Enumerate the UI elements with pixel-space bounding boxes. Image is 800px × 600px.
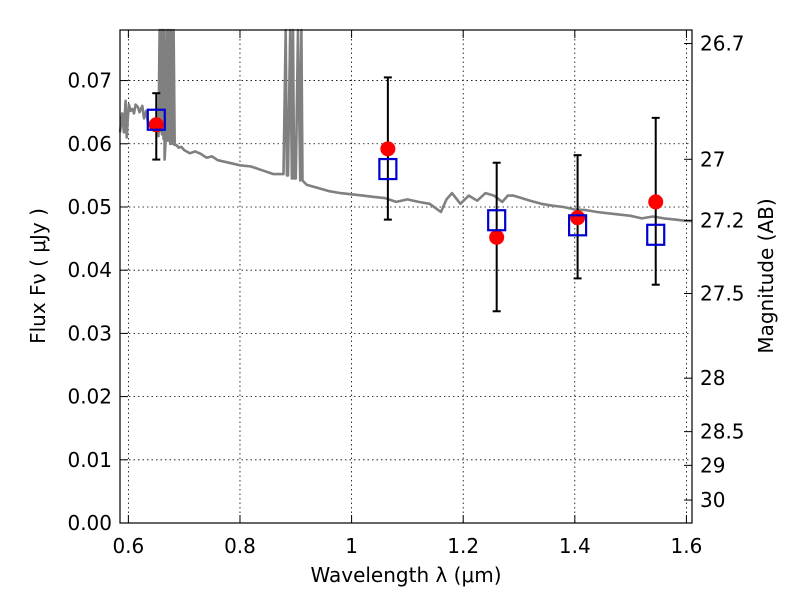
y-tick-label: 0.03 [67,321,112,345]
right-tick-label: 27 [700,147,725,171]
x-tick-label: 1 [345,534,358,558]
observed-point [489,229,505,245]
right-tick-label: 29 [700,453,725,477]
y-tick-label: 0.00 [67,511,112,535]
y-axis-label: Flux Fν ( μJy ) [26,208,50,344]
observed-point [570,210,586,226]
error-bars [152,76,660,313]
grid-lines [120,30,692,524]
model-square [146,108,166,131]
right-tick-label: 27.2 [700,208,745,232]
y-tick-label: 0.05 [67,195,112,219]
y-tick-label: 0.02 [67,385,112,409]
observed-point [148,117,164,133]
right-tick-label: 26.7 [700,32,745,56]
axis-ticks [120,30,692,524]
right-tick-label: 27.5 [700,282,745,306]
right-tick-label: 28.5 [700,420,745,444]
y-tick-label: 0.06 [67,132,112,156]
tick-labels: 0.6 0.8 1 1.2 1.4 1.6 0.00 0.01 0.02 0.03 0.04 0.05… [67,32,744,558]
model-square [378,157,398,181]
observed-points [148,117,664,245]
y-tick-label: 0.04 [67,258,112,282]
model-squares [146,108,666,246]
y-tick-label: 0.01 [67,448,112,472]
x-tick-label: 0.6 [112,534,144,558]
model-square [646,223,666,246]
y-tick-label: 0.07 [67,69,112,93]
spectrum-line [118,28,692,223]
right-tick-label: 28 [700,366,725,390]
x-tick-label: 1.6 [671,534,703,558]
model-square [567,214,588,237]
x-tick-label: 1.2 [447,534,479,558]
x-axis-label: Wavelength λ (μm) [310,563,501,587]
right-axis-label: Magnitude (AB) [754,198,778,353]
right-tick-label: 30 [700,488,725,512]
observed-point [380,141,396,157]
plot-frame [119,29,693,524]
x-tick-label: 0.8 [224,534,256,558]
x-tick-label: 1.4 [559,534,591,558]
model-square [487,209,507,232]
spectrum-series [118,28,692,223]
observed-point [648,194,664,210]
